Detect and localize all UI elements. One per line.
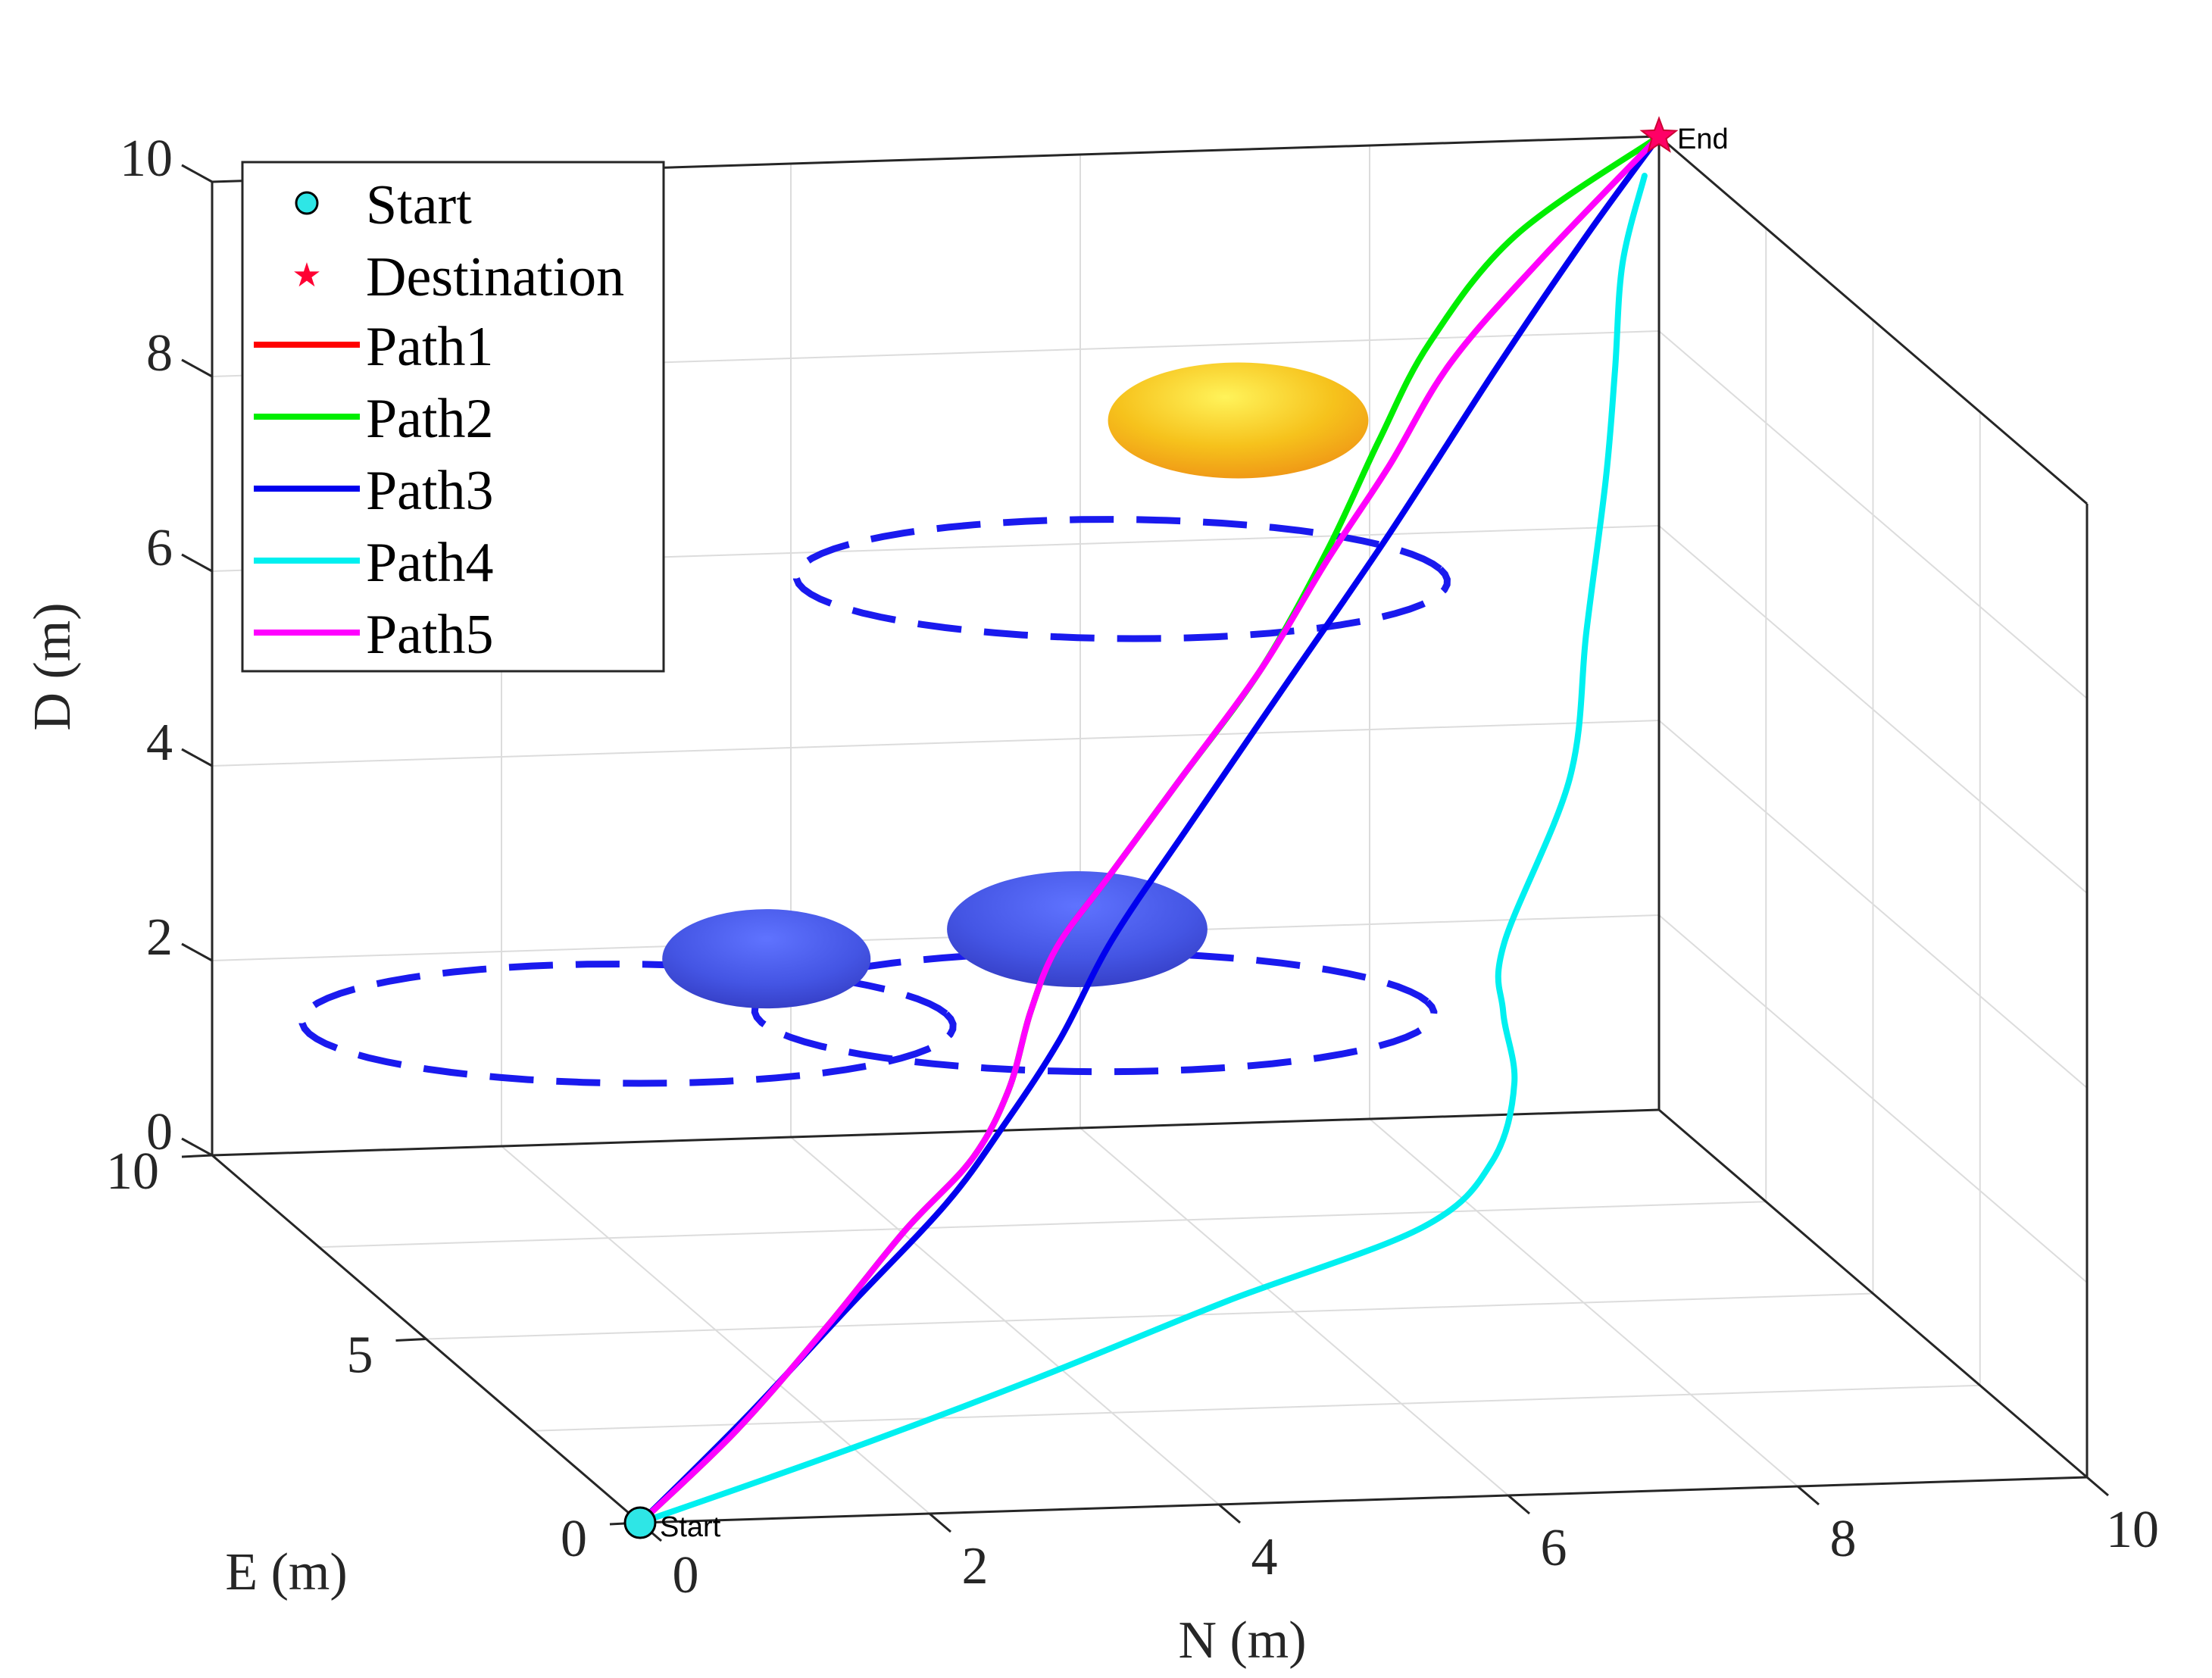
- x-tick-mark: [1797, 1485, 1820, 1506]
- z-tick-mark: [181, 942, 213, 962]
- box-edge: [211, 1108, 1660, 1157]
- paths: [637, 133, 1662, 1526]
- x-tick-mark: [929, 1512, 951, 1533]
- legend-start-label: Start: [366, 174, 472, 236]
- z-tick-mark: [181, 748, 213, 767]
- z-tick-mark: [181, 164, 213, 183]
- legend-label-path2: Path2: [366, 388, 494, 450]
- x-tick-label: 0: [673, 1546, 699, 1605]
- y-tick-mark: [181, 1154, 213, 1158]
- y-tick-label: 10: [106, 1142, 159, 1201]
- obstacle-blue-small: [662, 909, 871, 1009]
- z-tick-label: 2: [146, 908, 173, 967]
- grid-side-z: [1658, 525, 2088, 894]
- series-path1: [637, 133, 1662, 1526]
- z-tick-mark: [181, 553, 213, 573]
- z-tick-mark: [181, 1137, 213, 1157]
- axes-box: [211, 135, 2089, 1524]
- x-tick-mark: [2086, 1476, 2109, 1497]
- z-tick-label: 6: [146, 519, 173, 577]
- y-tick-mark: [395, 1338, 426, 1342]
- x-axis-line: [639, 1476, 2088, 1524]
- series-path3: [637, 133, 1662, 1526]
- y-tick-label: 0: [561, 1510, 587, 1568]
- box-edge: [1658, 1108, 2088, 1479]
- grid-side-z: [1658, 720, 2088, 1089]
- obstacle-blue-large: [947, 871, 1208, 987]
- legend-label-path4: Path4: [366, 532, 494, 594]
- z-axis-label: D (m): [23, 602, 82, 730]
- legend-start-marker: [295, 191, 319, 215]
- x-tick-label: 6: [1541, 1519, 1567, 1577]
- box-edge: [1658, 135, 2088, 505]
- grid-side-z: [1658, 330, 2088, 699]
- grid-lines: [211, 145, 2088, 1514]
- start-marker: [623, 1506, 657, 1539]
- grid-back-z: [211, 720, 1660, 767]
- legend-label-path5: Path5: [366, 604, 494, 666]
- x-tick-mark: [1507, 1494, 1530, 1515]
- legend-label-path3: Path3: [366, 460, 494, 522]
- y-tick-label: 5: [347, 1326, 373, 1385]
- series-path2: [637, 133, 1662, 1526]
- x-tick-mark: [1218, 1503, 1241, 1524]
- grid-side-z: [1658, 914, 2088, 1283]
- grid-floor-y: [533, 1384, 1980, 1432]
- legend-destination-marker: ★: [292, 256, 321, 295]
- obstacle-blue-large-ring: [751, 948, 1438, 1076]
- obstacle-yellow-ring: [792, 516, 1451, 642]
- obstacles: [298, 362, 1451, 1087]
- z-tick-label: 10: [120, 130, 173, 188]
- destination-annotation: End: [1677, 123, 1729, 155]
- z-tick-label: 0: [146, 1103, 173, 1161]
- grid-floor-y: [319, 1201, 1767, 1248]
- start-annotation: Start: [660, 1511, 721, 1543]
- z-tick-mark: [181, 358, 213, 378]
- grid-floor-y: [426, 1292, 1873, 1340]
- z-tick-label: 8: [146, 324, 173, 383]
- z-tick-label: 4: [146, 714, 173, 772]
- legend-label-path1: Path1: [366, 316, 494, 378]
- grid-back-z: [211, 914, 1660, 961]
- markers: Start End: [623, 116, 1729, 1543]
- x-tick-label: 8: [1830, 1510, 1857, 1568]
- y-axis-label: E (m): [225, 1543, 347, 1601]
- x-tick-label: 2: [962, 1537, 989, 1595]
- series-path4: [637, 173, 1648, 1526]
- series-path5: [637, 133, 1662, 1526]
- legend-destination-label: Destination: [366, 246, 624, 308]
- x-tick-label: 4: [1251, 1528, 1278, 1586]
- obstacle-yellow: [1108, 362, 1369, 479]
- legend: Start ★ Destination Path1 Path2 Path3 Pa…: [241, 161, 665, 673]
- x-axis-label: N (m): [1178, 1611, 1306, 1670]
- x-tick-label: 10: [2106, 1501, 2159, 1559]
- destination-marker: [1639, 116, 1679, 153]
